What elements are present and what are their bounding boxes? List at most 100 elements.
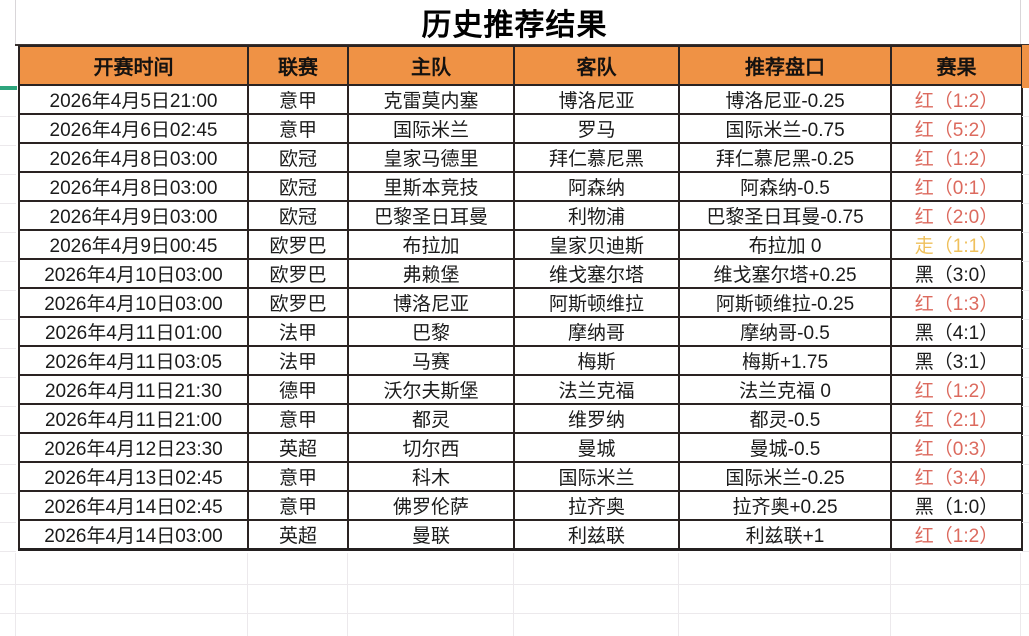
cell-league[interactable]: 欧罗巴 xyxy=(247,258,349,289)
cell-league[interactable]: 意甲 xyxy=(247,113,349,144)
cell-league[interactable]: 德甲 xyxy=(247,374,349,405)
cell-away-team[interactable]: 拉齐奥 xyxy=(513,490,680,521)
cell-league[interactable]: 欧冠 xyxy=(247,142,349,173)
cell-match-time[interactable]: 2026年4月5日21:00 xyxy=(18,84,249,115)
cell-home-team[interactable]: 皇家马德里 xyxy=(347,142,515,173)
cell-away-team[interactable]: 皇家贝迪斯 xyxy=(513,229,680,260)
empty-cells-area[interactable] xyxy=(0,553,1029,636)
cell-league[interactable]: 欧罗巴 xyxy=(247,287,349,318)
cell-away-team[interactable]: 维戈塞尔塔 xyxy=(513,258,680,289)
cell-home-team[interactable]: 克雷莫内塞 xyxy=(347,84,515,115)
cell-away-team[interactable]: 维罗纳 xyxy=(513,403,680,434)
cell-match-time[interactable]: 2026年4月11日21:00 xyxy=(18,403,249,434)
cell-home-team[interactable]: 布拉加 xyxy=(347,229,515,260)
cell-away-team[interactable]: 法兰克福 xyxy=(513,374,680,405)
cell-result[interactable]: 红（0:3） xyxy=(890,432,1023,463)
cell-away-team[interactable]: 国际米兰 xyxy=(513,461,680,492)
cell-handicap[interactable]: 拉齐奥+0.25 xyxy=(678,490,892,521)
col-header-away-team[interactable]: 客队 xyxy=(513,45,680,86)
cell-handicap[interactable]: 都灵-0.5 xyxy=(678,403,892,434)
cell-handicap[interactable]: 阿斯顿维拉-0.25 xyxy=(678,287,892,318)
cell-away-team[interactable]: 罗马 xyxy=(513,113,680,144)
cell-home-team[interactable]: 曼联 xyxy=(347,519,515,551)
cell-away-team[interactable]: 摩纳哥 xyxy=(513,316,680,347)
cell-match-time[interactable]: 2026年4月12日23:30 xyxy=(18,432,249,463)
cell-result[interactable]: 红（1:2） xyxy=(890,142,1023,173)
cell-home-team[interactable]: 都灵 xyxy=(347,403,515,434)
cell-home-team[interactable]: 巴黎圣日耳曼 xyxy=(347,200,515,231)
cell-match-time[interactable]: 2026年4月11日21:30 xyxy=(18,374,249,405)
cell-home-team[interactable]: 佛罗伦萨 xyxy=(347,490,515,521)
cell-handicap[interactable]: 曼城-0.5 xyxy=(678,432,892,463)
cell-league[interactable]: 意甲 xyxy=(247,490,349,521)
cell-result[interactable]: 红（2:0） xyxy=(890,200,1023,231)
cell-match-time[interactable]: 2026年4月6日02:45 xyxy=(18,113,249,144)
cell-handicap[interactable]: 阿森纳-0.5 xyxy=(678,171,892,202)
col-header-match-time[interactable]: 开赛时间 xyxy=(18,45,249,86)
cell-result[interactable]: 红（0:1） xyxy=(890,171,1023,202)
cell-result[interactable]: 红（1:2） xyxy=(890,84,1023,115)
cell-match-time[interactable]: 2026年4月8日03:00 xyxy=(18,142,249,173)
cell-league[interactable]: 法甲 xyxy=(247,316,349,347)
cell-result[interactable]: 黑（4:1） xyxy=(890,316,1023,347)
col-header-handicap[interactable]: 推荐盘口 xyxy=(678,45,892,86)
cell-home-team[interactable]: 沃尔夫斯堡 xyxy=(347,374,515,405)
cell-home-team[interactable]: 里斯本竞技 xyxy=(347,171,515,202)
cell-league[interactable]: 欧冠 xyxy=(247,171,349,202)
cell-match-time[interactable]: 2026年4月11日01:00 xyxy=(18,316,249,347)
cell-result[interactable]: 红（3:4） xyxy=(890,461,1023,492)
cell-result[interactable]: 红（2:1） xyxy=(890,403,1023,434)
cell-result[interactable]: 黑（3:0） xyxy=(890,258,1023,289)
cell-league[interactable]: 意甲 xyxy=(247,84,349,115)
cell-league[interactable]: 欧罗巴 xyxy=(247,229,349,260)
title-cell[interactable]: 历史推荐结果 xyxy=(0,0,1029,44)
cell-away-team[interactable]: 曼城 xyxy=(513,432,680,463)
cell-league[interactable]: 意甲 xyxy=(247,403,349,434)
cell-handicap[interactable]: 拜仁慕尼黑-0.25 xyxy=(678,142,892,173)
cell-league[interactable]: 英超 xyxy=(247,519,349,551)
cell-away-team[interactable]: 利兹联 xyxy=(513,519,680,551)
cell-handicap[interactable]: 巴黎圣日耳曼-0.75 xyxy=(678,200,892,231)
cell-league[interactable]: 意甲 xyxy=(247,461,349,492)
cell-league[interactable]: 英超 xyxy=(247,432,349,463)
cell-away-team[interactable]: 梅斯 xyxy=(513,345,680,376)
cell-handicap[interactable]: 梅斯+1.75 xyxy=(678,345,892,376)
cell-match-time[interactable]: 2026年4月11日03:05 xyxy=(18,345,249,376)
cell-home-team[interactable]: 切尔西 xyxy=(347,432,515,463)
cell-home-team[interactable]: 博洛尼亚 xyxy=(347,287,515,318)
cell-result[interactable]: 黑（3:1） xyxy=(890,345,1023,376)
cell-away-team[interactable]: 拜仁慕尼黑 xyxy=(513,142,680,173)
cell-away-team[interactable]: 阿森纳 xyxy=(513,171,680,202)
cell-away-team[interactable]: 博洛尼亚 xyxy=(513,84,680,115)
col-header-league[interactable]: 联赛 xyxy=(247,45,349,86)
cell-league[interactable]: 欧冠 xyxy=(247,200,349,231)
cell-handicap[interactable]: 国际米兰-0.75 xyxy=(678,113,892,144)
cell-result[interactable]: 黑（1:0） xyxy=(890,490,1023,521)
cell-result[interactable]: 红（5:2） xyxy=(890,113,1023,144)
col-header-result[interactable]: 赛果 xyxy=(890,45,1023,86)
cell-result[interactable]: 红（1:2） xyxy=(890,374,1023,405)
cell-handicap[interactable]: 国际米兰-0.25 xyxy=(678,461,892,492)
cell-result[interactable]: 走（1:1） xyxy=(890,229,1023,260)
cell-match-time[interactable]: 2026年4月10日03:00 xyxy=(18,258,249,289)
cell-away-team[interactable]: 阿斯顿维拉 xyxy=(513,287,680,318)
cell-league[interactable]: 法甲 xyxy=(247,345,349,376)
cell-match-time[interactable]: 2026年4月9日00:45 xyxy=(18,229,249,260)
cell-handicap[interactable]: 摩纳哥-0.5 xyxy=(678,316,892,347)
cell-handicap[interactable]: 博洛尼亚-0.25 xyxy=(678,84,892,115)
cell-match-time[interactable]: 2026年4月14日02:45 xyxy=(18,490,249,521)
col-header-home-team[interactable]: 主队 xyxy=(347,45,515,86)
cell-home-team[interactable]: 弗赖堡 xyxy=(347,258,515,289)
cell-match-time[interactable]: 2026年4月10日03:00 xyxy=(18,287,249,318)
cell-match-time[interactable]: 2026年4月14日03:00 xyxy=(18,519,249,551)
cell-match-time[interactable]: 2026年4月8日03:00 xyxy=(18,171,249,202)
cell-home-team[interactable]: 马赛 xyxy=(347,345,515,376)
cell-match-time[interactable]: 2026年4月13日02:45 xyxy=(18,461,249,492)
cell-result[interactable]: 红（1:2） xyxy=(890,519,1023,551)
cell-handicap[interactable]: 维戈塞尔塔+0.25 xyxy=(678,258,892,289)
cell-home-team[interactable]: 科木 xyxy=(347,461,515,492)
cell-handicap[interactable]: 利兹联+1 xyxy=(678,519,892,551)
cell-away-team[interactable]: 利物浦 xyxy=(513,200,680,231)
cell-home-team[interactable]: 国际米兰 xyxy=(347,113,515,144)
cell-home-team[interactable]: 巴黎 xyxy=(347,316,515,347)
